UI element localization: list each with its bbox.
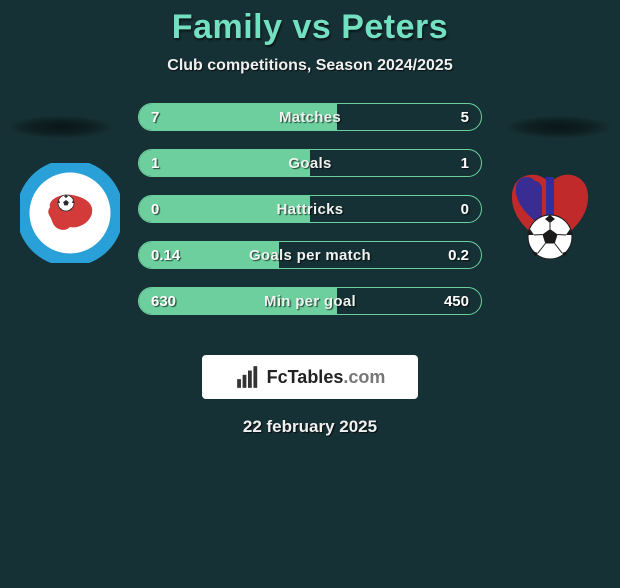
stat-rows: 7Matches5 1Goals1 0Hattricks0 0.14Goals per… (138, 103, 482, 333)
stat-label: Min per goal (139, 288, 481, 314)
stat-row: 0.14Goals per match0.2 (138, 241, 482, 269)
stat-label: Goals per match (139, 242, 481, 268)
right-shadow (504, 115, 614, 139)
stat-label: Goals (139, 150, 481, 176)
brand-suffix: .com (343, 367, 385, 387)
stat-label: Matches (139, 104, 481, 130)
left-badge-svg: NIGER TORNADOES FOOTBALL CLUB M I N N A (20, 163, 120, 263)
right-club-badge (500, 163, 600, 263)
right-badge-svg (500, 163, 600, 263)
stat-row: 7Matches5 (138, 103, 482, 131)
stat-row: 630Min per goal450 (138, 287, 482, 315)
brand-name: FcTables (267, 367, 344, 387)
comparison-arena: NIGER TORNADOES FOOTBALL CLUB M I N N A (0, 103, 620, 343)
stat-label: Hattricks (139, 196, 481, 222)
brand-text: FcTables.com (267, 367, 386, 388)
subtitle: Club competitions, Season 2024/2025 (0, 57, 620, 75)
brand-box: FcTables.com (202, 355, 418, 399)
stat-value-right: 450 (444, 288, 469, 314)
page-title: Family vs Peters (0, 8, 620, 47)
stat-value-right: 0 (461, 196, 469, 222)
left-shadow (6, 115, 116, 139)
stat-value-right: 5 (461, 104, 469, 130)
stat-row: 1Goals1 (138, 149, 482, 177)
stat-value-right: 0.2 (448, 242, 469, 268)
footer-date: 22 february 2025 (0, 417, 620, 437)
bar-chart-icon (235, 364, 261, 390)
stat-row: 0Hattricks0 (138, 195, 482, 223)
left-club-badge: NIGER TORNADOES FOOTBALL CLUB M I N N A (20, 163, 120, 263)
stat-value-right: 1 (461, 150, 469, 176)
